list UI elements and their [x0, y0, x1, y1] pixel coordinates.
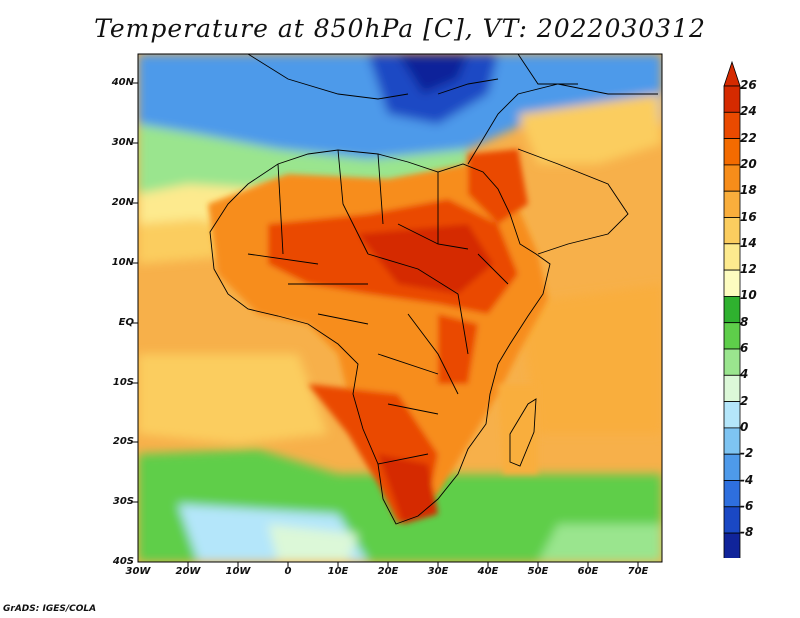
lon-label-20w: 20W [175, 566, 201, 577]
colorbar-swatch [723, 427, 741, 455]
lon-label-70e: 70E [627, 566, 649, 577]
map-title: Temperature at 850hPa [C], VT: 202203031… [94, 14, 706, 43]
colorbar-top-arrow [723, 60, 741, 87]
colorbar-label: 0 [740, 419, 749, 434]
lon-label-10w: 10W [225, 566, 251, 577]
colorbar-swatch [723, 348, 741, 376]
colorbar-swatch [723, 217, 741, 245]
colorbar [723, 60, 741, 558]
colorbar-swatch [723, 111, 741, 139]
lat-label-eq: EQ [118, 317, 134, 328]
temperature-map [138, 54, 662, 562]
lon-label-0: 0 [284, 566, 292, 577]
colorbar-swatch [723, 506, 741, 534]
colorbar-swatch [723, 164, 741, 192]
colorbar-label: 4 [740, 367, 749, 382]
lat-label-40s: 40S [112, 556, 134, 567]
lat-label-30s: 30S [112, 496, 134, 507]
lon-label-30w: 30W [125, 566, 151, 577]
colorbar-swatch [723, 295, 741, 324]
colorbar-label: 8 [740, 314, 749, 329]
colorbar-label: 22 [740, 130, 757, 145]
colorbar-label: 20 [740, 156, 757, 171]
temperature-field [138, 54, 662, 562]
colorbar-swatch [723, 138, 741, 166]
colorbar-swatch [723, 401, 741, 429]
colorbar-swatch [723, 453, 741, 481]
colorbar-label: 2 [740, 393, 749, 408]
colorbar-label: -8 [740, 525, 754, 540]
colorbar-label: 26 [740, 78, 757, 92]
colorbar-label: -2 [740, 446, 754, 461]
colorbar-swatch [723, 243, 741, 271]
lat-label-20s: 20S [112, 436, 134, 447]
lat-label-30n: 30N [111, 137, 134, 148]
colorbar-label: 14 [740, 235, 757, 250]
colorbar-swatch [723, 480, 741, 508]
colorbar-swatch [723, 532, 741, 558]
colorbar-label: 6 [740, 341, 749, 355]
lon-label-60e: 60E [577, 566, 599, 577]
colorbar-label: 16 [740, 209, 757, 224]
colorbar-swatch [723, 269, 741, 297]
lon-label-40e: 40E [477, 566, 499, 577]
colorbar-label: -6 [740, 498, 754, 513]
lat-label-40n: 40N [111, 77, 134, 88]
lat-label-10s: 10S [112, 377, 134, 388]
colorbar-swatch [723, 85, 741, 113]
lat-label-20n: 20N [111, 197, 134, 208]
grads-credit: GrADS: IGES/COLA [3, 604, 97, 614]
lat-label-10n: 10N [111, 257, 134, 268]
colorbar-swatch [723, 374, 741, 402]
colorbar-label: 24 [740, 104, 757, 119]
lon-label-30e: 30E [427, 566, 449, 577]
lon-label-10e: 10E [327, 566, 349, 577]
colorbar-label: -4 [740, 472, 754, 487]
colorbar-swatch [723, 190, 741, 218]
colorbar-label: 12 [740, 262, 757, 277]
colorbar-label: 10 [740, 288, 757, 303]
colorbar-swatch [723, 322, 741, 350]
colorbar-label: 18 [740, 183, 757, 198]
lon-label-20e: 20E [377, 566, 399, 577]
lon-label-50e: 50E [527, 566, 549, 577]
